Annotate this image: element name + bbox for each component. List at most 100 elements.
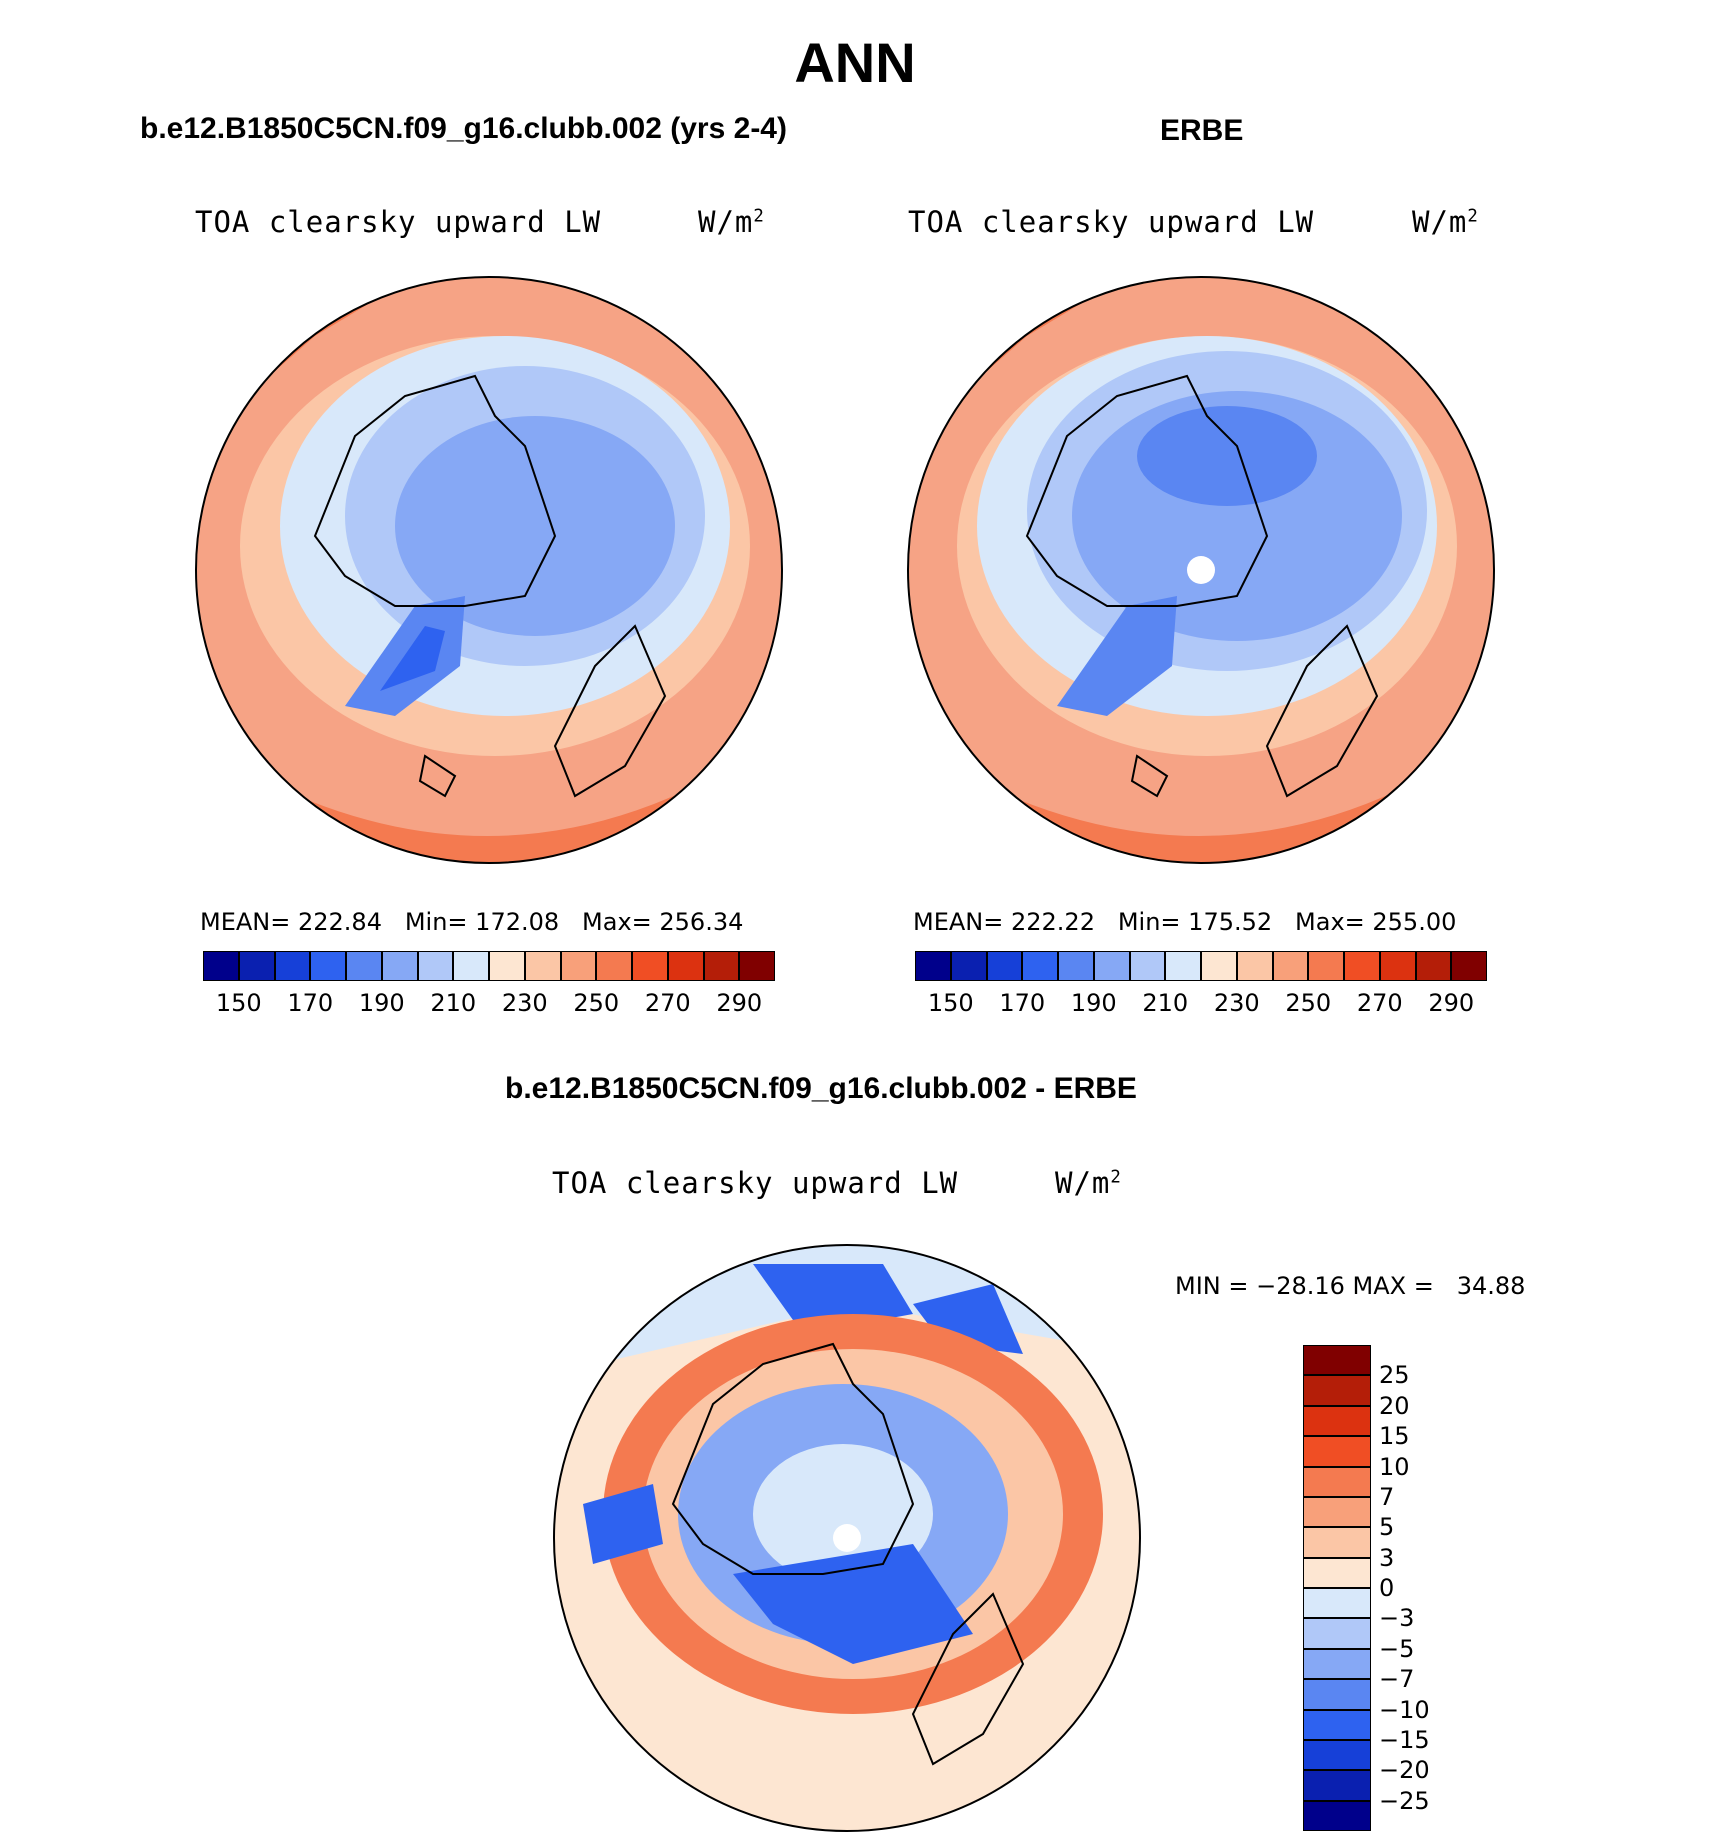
scandinavia-coast: [553, 624, 667, 798]
colorbar-tick-label: −25: [1379, 1786, 1430, 1815]
coastline: [313, 374, 557, 607]
colorbar-swatch: [310, 951, 346, 981]
coastline: [671, 1342, 915, 1575]
colorbar-swatch: [1058, 951, 1094, 981]
model-units-label: W/m2: [698, 205, 765, 239]
colorbar-swatch: [238, 951, 275, 981]
colorbar-swatch: [1379, 951, 1416, 981]
diff-units-label: W/m2: [1055, 1166, 1122, 1200]
diff-field-negative: [583, 1484, 663, 1564]
colorbar-swatch: [1303, 1618, 1371, 1649]
colorbar-swatch: [1303, 1739, 1371, 1771]
scandinavia-coast: [911, 1592, 1025, 1766]
colorbar-tick-label: 150: [927, 989, 974, 1017]
obs-panel-title: ERBE: [1160, 114, 1244, 147]
colorbar-tick-label: 15: [1379, 1422, 1410, 1451]
pole-hole: [833, 1524, 861, 1552]
diff-variable-label: TOA clearsky upward LW: [552, 1166, 959, 1200]
colorbar-tick-label: 270: [644, 989, 691, 1017]
colorbar-swatch: [1201, 951, 1237, 981]
colorbar-swatch: [703, 951, 740, 981]
diff-panel-title: b.e12.B1850C5CN.f09_g16.clubb.002 - ERBE: [505, 1072, 1137, 1105]
colorbar-tick-label: 150: [215, 989, 262, 1017]
map-boundary: [195, 276, 783, 864]
colorbar-swatch: [453, 951, 489, 981]
colorbar-tick-label: 5: [1379, 1513, 1395, 1542]
colorbar-tick-label: 7: [1379, 1482, 1395, 1511]
colorbar-swatch: [1272, 951, 1309, 981]
colorbar-tick-label: −10: [1379, 1695, 1430, 1724]
colorbar-swatch: [1303, 1679, 1371, 1710]
colorbar-swatch: [1303, 1527, 1371, 1558]
colorbar-swatch: [1344, 951, 1380, 981]
model-variable-label: TOA clearsky upward LW: [195, 205, 602, 239]
colorbar-tick-label: −20: [1379, 1756, 1430, 1785]
colorbar-swatch: [632, 951, 668, 981]
obs-units-label: W/m2: [1412, 205, 1479, 239]
colorbar-tick-label: −7: [1379, 1665, 1415, 1694]
colorbar-swatch: [1303, 1588, 1371, 1619]
colorbar-tick-label: 210: [1142, 989, 1189, 1017]
colorbar-tick-label: 10: [1379, 1452, 1410, 1481]
diff-colorbar: 25 20 15 10 7 5 3 0 −3 −5 −7 −10 −15 −20 −25: [1303, 1345, 1430, 1831]
map-boundary: [907, 276, 1495, 864]
colorbar-swatch: [1165, 951, 1201, 981]
model-stats: MEAN= 222.84 Min= 172.08 Max= 256.34: [200, 908, 744, 936]
colorbar-swatch: [1415, 951, 1452, 981]
colorbar-swatch: [1303, 1800, 1371, 1831]
colorbar-tick-label: 230: [1213, 989, 1260, 1017]
iceland-coast: [418, 754, 457, 798]
obs-stats: MEAN= 222.22 Min= 175.52 Max= 255.00: [913, 908, 1457, 936]
colorbar-tick-label: 230: [501, 989, 548, 1017]
map-field-coldest-patch: [1137, 406, 1317, 506]
colorbar-swatch: [489, 951, 525, 981]
colorbar-swatch: [1451, 951, 1487, 981]
model-polar-map: [195, 276, 783, 864]
colorbar-swatch: [1129, 951, 1166, 981]
greenland-field: [1057, 596, 1177, 716]
colorbar-tick-label: 270: [1356, 989, 1403, 1017]
colorbar-swatch: [203, 951, 239, 981]
colorbar-swatch: [1303, 1557, 1371, 1588]
model-panel-title: b.e12.B1850C5CN.f09_g16.clubb.002 (yrs 2…: [140, 112, 787, 145]
iceland-coast: [1130, 754, 1169, 798]
colorbar-swatch: [667, 951, 704, 981]
colorbar-swatch: [1303, 1436, 1371, 1467]
colorbar-swatch: [1303, 1496, 1371, 1528]
colorbar-tick-label: 0: [1379, 1574, 1395, 1602]
colorbar-tick-label: 250: [1285, 989, 1332, 1017]
model-colorbar: 150 170 190 210 230 250 270 290: [203, 951, 775, 1017]
colorbar-tick-label: 25: [1379, 1361, 1410, 1390]
colorbar-tick-label: 3: [1379, 1543, 1395, 1572]
colorbar-tick-label: −15: [1379, 1725, 1430, 1754]
colorbar-swatch: [417, 951, 454, 981]
colorbar-swatch: [1303, 1648, 1371, 1680]
colorbar-tick-label: −5: [1379, 1634, 1415, 1663]
colorbar-tick-label: 290: [1428, 989, 1475, 1017]
pole-hole: [1187, 556, 1215, 584]
colorbar-swatch: [915, 951, 951, 981]
scandinavia-coast: [1265, 624, 1379, 798]
obs-colorbar: 150 170 190 210 230 250 270 290: [915, 951, 1487, 1017]
colorbar-tick-label: 190: [1070, 989, 1117, 1017]
colorbar-tick-label: 170: [287, 989, 334, 1017]
colorbar-swatch: [560, 951, 597, 981]
colorbar-swatch: [1308, 951, 1344, 981]
colorbar-swatch: [950, 951, 987, 981]
diff-polar-map: [553, 1244, 1141, 1832]
colorbar-swatch: [1022, 951, 1058, 981]
colorbar-tick-label: 190: [358, 989, 405, 1017]
colorbar-swatch: [596, 951, 632, 981]
map-field-colder: [395, 416, 675, 636]
colorbar-tick-label: 290: [716, 989, 763, 1017]
colorbar-swatch: [1093, 951, 1130, 981]
colorbar-swatch: [986, 951, 1023, 981]
colorbar-swatch: [274, 951, 311, 981]
colorbar-swatch: [739, 951, 775, 981]
colorbar-swatch: [381, 951, 418, 981]
colorbar-tick-label: 170: [999, 989, 1046, 1017]
diff-stats: MIN = −28.16 MAX = 34.88: [1175, 1272, 1526, 1300]
colorbar-tick-label: 20: [1379, 1391, 1410, 1420]
colorbar-tick-label: 250: [573, 989, 620, 1017]
colorbar-tick-label: −3: [1379, 1604, 1415, 1633]
